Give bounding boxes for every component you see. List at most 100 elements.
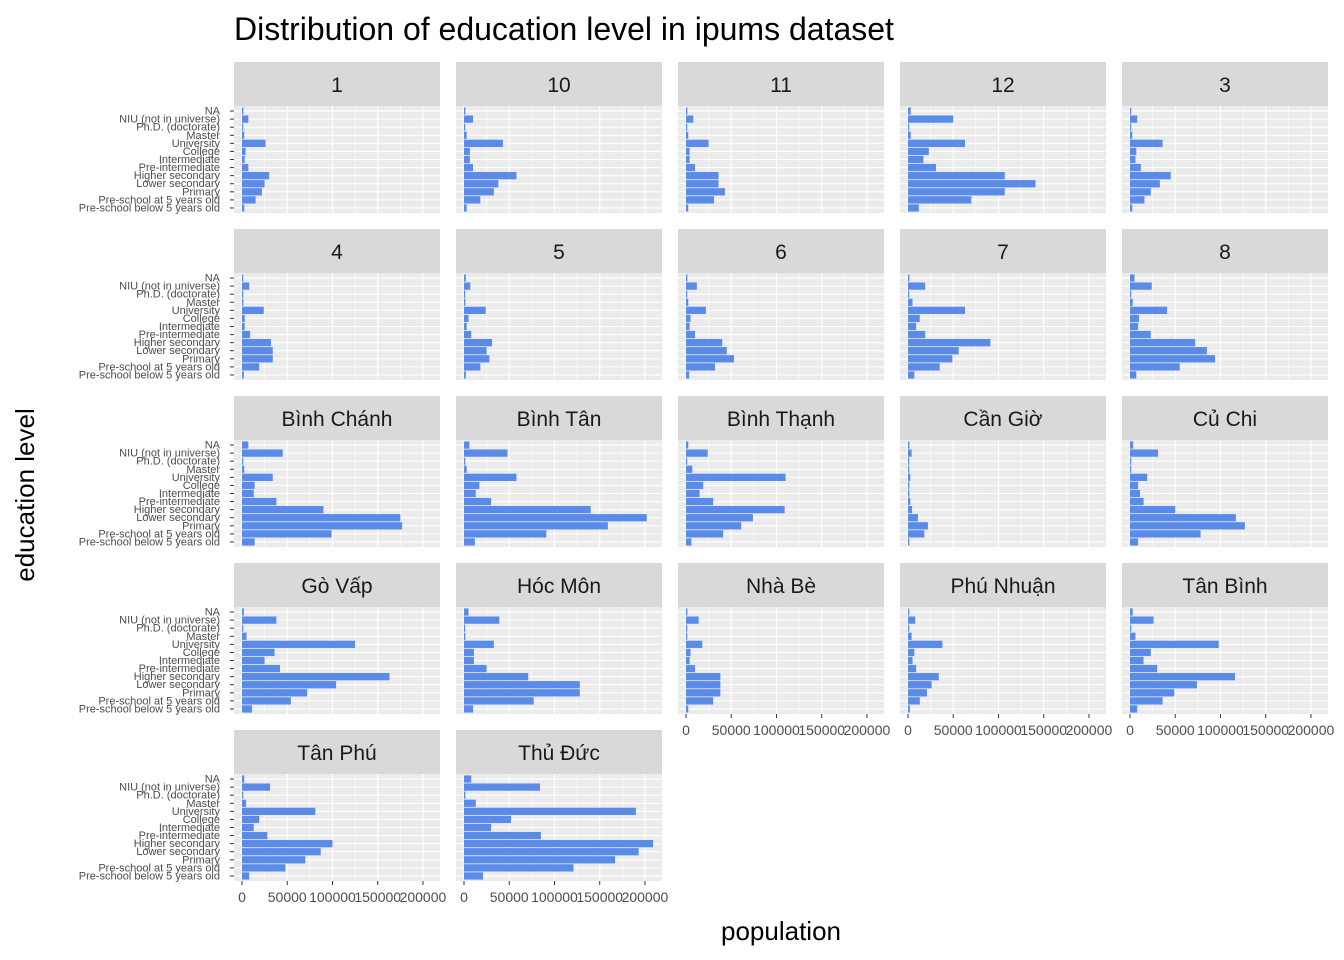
- bar: [908, 196, 972, 204]
- bar: [464, 872, 483, 880]
- bar: [908, 481, 910, 490]
- bar: [686, 656, 690, 665]
- facet-strip: [1122, 62, 1328, 106]
- y-tick-label: College: [183, 146, 220, 158]
- bar: [908, 282, 926, 290]
- bar: [1130, 123, 1132, 131]
- x-tick-label: 200000: [1288, 722, 1335, 738]
- bar: [242, 115, 249, 123]
- bar: [1130, 314, 1140, 323]
- bar: [1130, 131, 1133, 139]
- bar: [908, 441, 910, 449]
- bar: [1130, 522, 1245, 530]
- bar: [908, 330, 926, 339]
- bar: [1130, 664, 1158, 673]
- bar: [464, 163, 474, 172]
- x-tick-label: 50000: [1156, 722, 1195, 738]
- bar: [242, 298, 244, 306]
- bar: [1130, 608, 1133, 616]
- bar: [686, 196, 715, 204]
- bar: [1130, 673, 1235, 681]
- bar: [464, 204, 467, 212]
- bar: [242, 656, 265, 665]
- bar: [1130, 697, 1163, 705]
- bar: [464, 506, 591, 514]
- facet-strip-label: 10: [547, 74, 570, 97]
- bar: [686, 107, 688, 115]
- bar: [242, 648, 275, 657]
- bar: [686, 514, 753, 522]
- bar: [242, 872, 250, 880]
- facet-strip: [900, 229, 1106, 273]
- facet-strip-label: Tân Bình: [1182, 575, 1267, 598]
- bar: [242, 131, 245, 139]
- facet-strip-label: 7: [997, 241, 1009, 264]
- bar: [464, 815, 512, 824]
- x-tick-label: 150000: [354, 889, 401, 905]
- bar: [1130, 497, 1144, 506]
- y-tick-label: Intermediate: [159, 655, 220, 667]
- bar: [908, 123, 910, 131]
- bar: [1130, 530, 1201, 538]
- y-tick-label: College: [183, 313, 220, 325]
- bar: [242, 681, 337, 689]
- bar: [464, 864, 574, 872]
- bar: [686, 282, 697, 290]
- bar: [686, 115, 694, 123]
- y-tick-label: Higher secondary: [134, 838, 221, 850]
- facet-strip-label: Củ Chi: [1193, 408, 1257, 431]
- facet-panel: 3: [1122, 62, 1328, 213]
- facet-panel: 7: [900, 229, 1106, 380]
- y-tick-label: Pre-school at 5 years old: [98, 361, 220, 373]
- bar: [686, 640, 703, 648]
- facet-strip: [456, 229, 662, 273]
- bar: [686, 673, 721, 681]
- bar: [908, 139, 965, 147]
- bar: [908, 648, 915, 657]
- bar: [242, 290, 244, 298]
- bar: [1130, 147, 1137, 156]
- bar: [908, 107, 911, 115]
- bar: [242, 831, 268, 840]
- bar: [242, 274, 244, 282]
- x-tick-label: 0: [238, 889, 246, 905]
- bar: [908, 689, 927, 697]
- bar: [1130, 473, 1148, 481]
- bar: [908, 624, 910, 632]
- bar: [464, 298, 466, 306]
- facet-panel: 12: [900, 62, 1106, 213]
- y-tick-label: Master: [186, 130, 220, 142]
- bar: [908, 514, 918, 522]
- bar: [464, 497, 492, 506]
- bar: [686, 616, 699, 624]
- bar: [464, 616, 500, 624]
- bar: [242, 640, 356, 648]
- bar: [242, 815, 260, 824]
- bar: [464, 347, 487, 355]
- bar: [686, 147, 690, 156]
- x-tick-label: 100000: [309, 889, 356, 905]
- bar: [242, 314, 245, 323]
- facet-panel: Bình Thạnh: [678, 396, 884, 547]
- bar: [242, 322, 245, 331]
- x-tick-label: 100000: [975, 722, 1022, 738]
- bar: [908, 298, 913, 306]
- x-tick-label: 50000: [712, 722, 751, 738]
- facet-panel: Củ Chi: [1122, 396, 1328, 547]
- y-tick-label: NA: [205, 607, 221, 619]
- bar: [242, 538, 255, 546]
- y-tick-label: Intermediate: [159, 488, 220, 500]
- x-tick-label: 150000: [1242, 722, 1289, 738]
- bar: [1130, 196, 1145, 204]
- bar: [686, 322, 690, 331]
- y-tick-label: NA: [205, 273, 221, 285]
- facet-strip-label: Nhà Bè: [746, 575, 816, 598]
- bar: [908, 616, 916, 624]
- bar: [908, 306, 965, 314]
- bar: [686, 465, 693, 473]
